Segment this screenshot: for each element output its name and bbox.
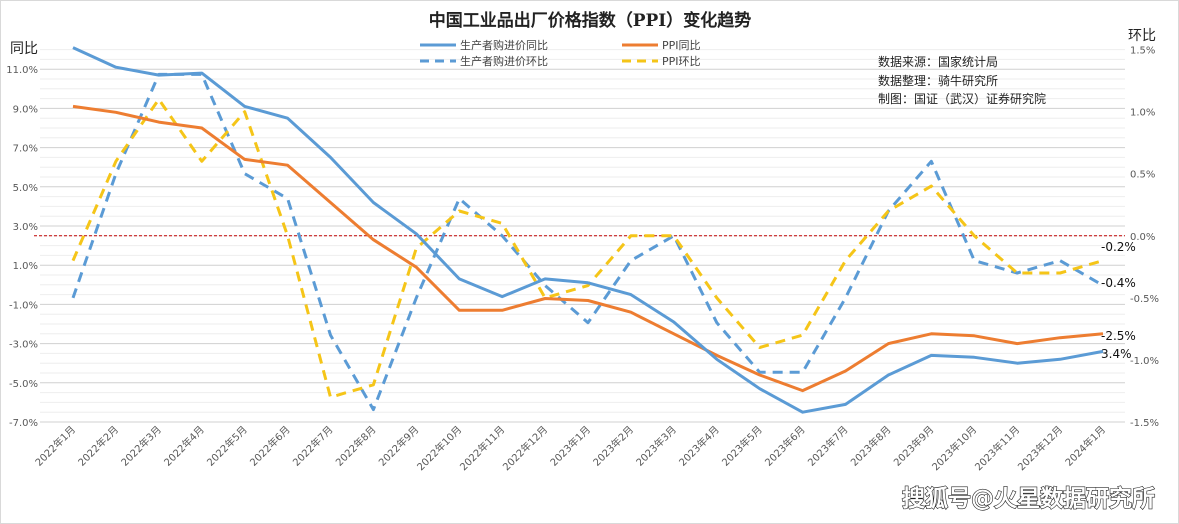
series-line-2	[72, 104, 1104, 393]
right-tick-label: -1.5%	[1130, 418, 1159, 429]
left-tick-label: -1.0%	[9, 300, 38, 311]
x-tick-label: 2022年12月	[500, 423, 550, 473]
x-tick-label: 2022年11月	[457, 423, 507, 473]
x-tick-label: 2022年6月	[247, 423, 293, 469]
left-tick-label: 5.0%	[13, 183, 38, 194]
source-note: 数据来源：国家统计局	[878, 54, 998, 69]
left-tick-label: -7.0%	[9, 418, 38, 429]
x-tick-label: 2023年5月	[719, 423, 765, 469]
x-tick-label: 2024年1月	[1062, 423, 1108, 469]
right-tick-label: 0.0%	[1130, 232, 1155, 243]
left-tick-label: 11.0%	[6, 65, 38, 76]
watermark: 搜狐号@火星数据研究所	[902, 485, 1155, 512]
left-tick-label: 9.0%	[13, 104, 38, 115]
x-tick-label: 2023年7月	[805, 423, 851, 469]
x-tick-label: 2022年9月	[376, 423, 422, 469]
x-tick-label: 2023年6月	[762, 423, 808, 469]
right-tick-label: -0.5%	[1130, 294, 1159, 305]
legend-label-ppi-yoy: PPI同比	[662, 39, 701, 52]
x-tick-label: 2022年1月	[32, 423, 78, 469]
x-tick-label: 2022年3月	[118, 423, 164, 469]
right-tick-label: 1.5%	[1130, 46, 1155, 57]
x-tick-label: 2022年4月	[161, 423, 207, 469]
x-tick-label: 2022年8月	[333, 423, 379, 469]
x-tick-label: 2022年5月	[204, 423, 250, 469]
data-label-ppirm-yoy: 3.4%	[1101, 347, 1132, 361]
series-lines	[71, 46, 1104, 414]
left-tick-label: -5.0%	[9, 379, 38, 390]
legend: 生产者购进价同比 生产者购进价环比 PPI同比 PPI环比	[420, 38, 701, 68]
left-axis-ticks: 11.0% 9.0% 7.0% 5.0% 3.0% 1.0% -1.0% -3.0% -5.0%…	[6, 65, 38, 429]
chart-maker-note: 制图：国证（武汉）证券研究院	[878, 91, 1046, 106]
x-tick-label: 2022年2月	[75, 423, 121, 469]
left-tick-label: 1.0%	[13, 261, 38, 272]
left-axis-title: 同比	[10, 41, 38, 57]
x-tick-label: 2023年4月	[676, 423, 722, 469]
right-axis-title: 环比	[1128, 28, 1156, 44]
x-tick-label: 2023年2月	[590, 423, 636, 469]
right-tick-label: 1.0%	[1130, 108, 1155, 119]
x-tick-label: 2022年7月	[290, 423, 336, 469]
left-tick-label: 7.0%	[13, 144, 38, 155]
chart-title: 中国工业品出厂价格指数（PPI）变化趋势	[429, 10, 752, 31]
left-tick-label: 3.0%	[13, 222, 38, 233]
x-axis-labels: 2022年1月2022年2月2022年3月2022年4月2022年5月2022年…	[32, 423, 1108, 473]
series-line-1	[71, 72, 1104, 412]
right-tick-label: 0.5%	[1130, 170, 1155, 181]
right-tick-label: -1.0%	[1130, 356, 1159, 367]
x-tick-label: 2023年3月	[633, 423, 679, 469]
legend-label-ppi-mom: PPI环比	[662, 55, 701, 68]
legend-label-ppirm-yoy: 生产者购进价同比	[460, 38, 548, 52]
left-tick-label: -3.0%	[9, 340, 38, 351]
x-tick-label: 2023年1月	[547, 423, 593, 469]
x-tick-label: 2022年10月	[414, 423, 464, 473]
right-axis-ticks: 1.5% 1.0% 0.5% 0.0% -0.5% -1.0% -1.5%	[1130, 46, 1159, 429]
x-tick-label: 2023年12月	[1015, 423, 1065, 473]
legend-label-ppirm-mom: 生产者购进价环比	[460, 54, 548, 68]
x-tick-label: 2023年9月	[891, 423, 937, 469]
data-label-ppirm-mom: -0.4%	[1101, 276, 1136, 290]
x-tick-label: 2023年10月	[929, 423, 979, 473]
x-tick-label: 2023年11月	[972, 423, 1022, 473]
data-label-ppi-mom: -0.2%	[1101, 240, 1136, 254]
compiler-note: 数据整理：骑牛研究所	[878, 73, 998, 88]
data-label-ppi-yoy: -2.5%	[1101, 329, 1136, 343]
series-line-3	[71, 97, 1104, 399]
x-tick-label: 2023年8月	[848, 423, 894, 469]
